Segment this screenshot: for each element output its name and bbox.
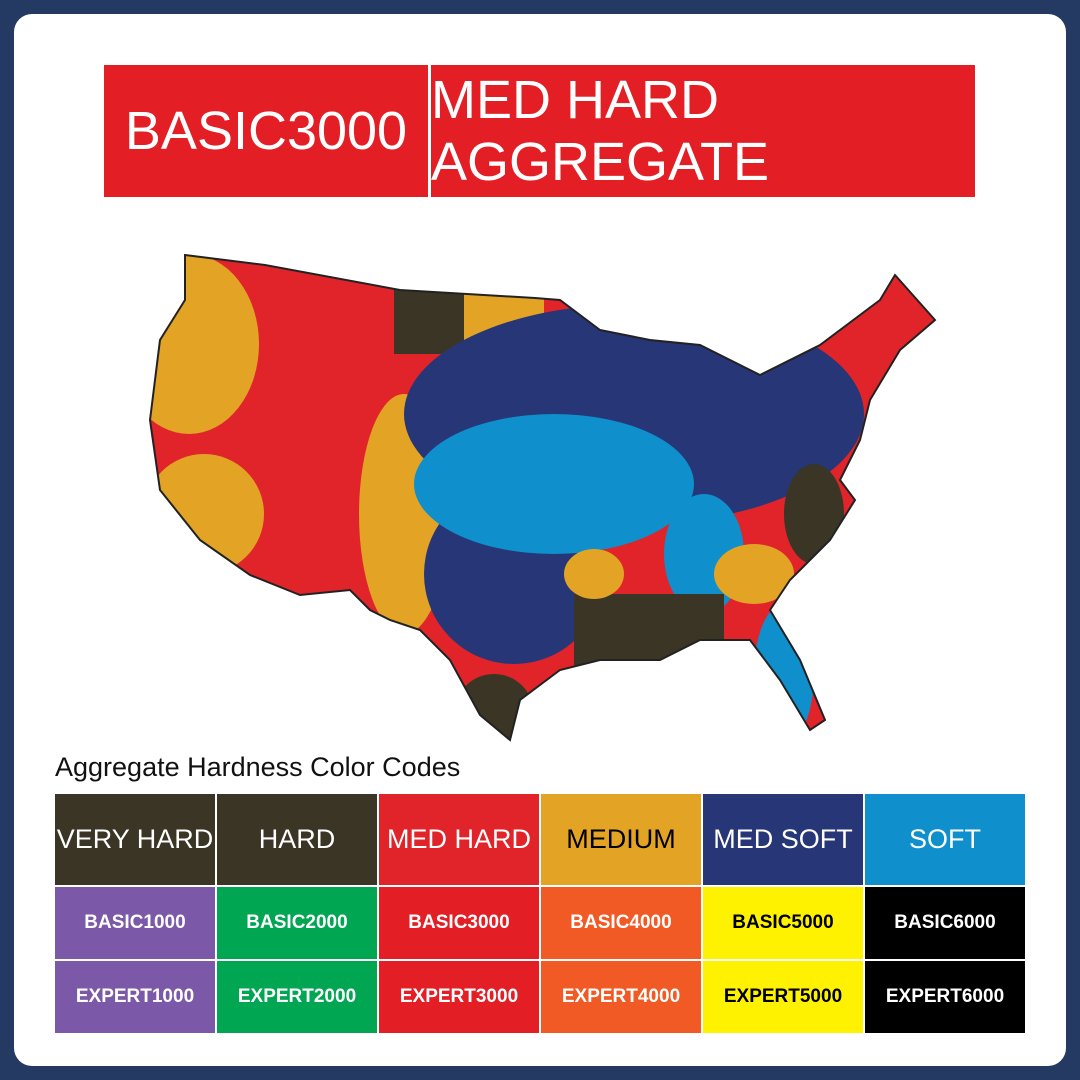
hardness-header: SOFT — [865, 794, 1025, 885]
frame: BASIC3000 MED HARD AGGREGATE Aggregate H… — [14, 14, 1066, 1066]
product-code: EXPERT2000 — [217, 961, 377, 1033]
product-code: BASIC5000 — [703, 887, 863, 959]
product-code: EXPERT4000 — [541, 961, 701, 1033]
product-code: BASIC1000 — [55, 887, 215, 959]
hardness-header: MED HARD — [379, 794, 539, 885]
banner: BASIC3000 MED HARD AGGREGATE — [104, 65, 975, 197]
hardness-map — [148, 253, 937, 742]
legend-title: Aggregate Hardness Color Codes — [55, 752, 461, 782]
hardness-header: HARD — [217, 794, 377, 885]
product-code: BASIC6000 — [865, 887, 1025, 959]
product-code: BASIC4000 — [541, 887, 701, 959]
hardness-header: MEDIUM — [541, 794, 701, 885]
map-outline — [148, 253, 937, 742]
hardness-header: MED SOFT — [703, 794, 863, 885]
legend-table: VERY HARD HARD MED HARD MEDIUM MED SOFT SOFT B… — [55, 794, 1025, 1033]
product-code: EXPERT1000 — [55, 961, 215, 1033]
product-code: EXPERT5000 — [703, 961, 863, 1033]
hardness-header: VERY HARD — [55, 794, 215, 885]
hardness-name: MED HARD AGGREGATE — [431, 70, 770, 192]
product-code: BASIC3000 — [379, 887, 539, 959]
product-code: EXPERT6000 — [865, 961, 1025, 1033]
product-code: EXPERT3000 — [379, 961, 539, 1033]
product-code: BASIC2000 — [217, 887, 377, 959]
product-name: BASIC3000 — [104, 65, 431, 197]
map-regions — [150, 255, 935, 740]
